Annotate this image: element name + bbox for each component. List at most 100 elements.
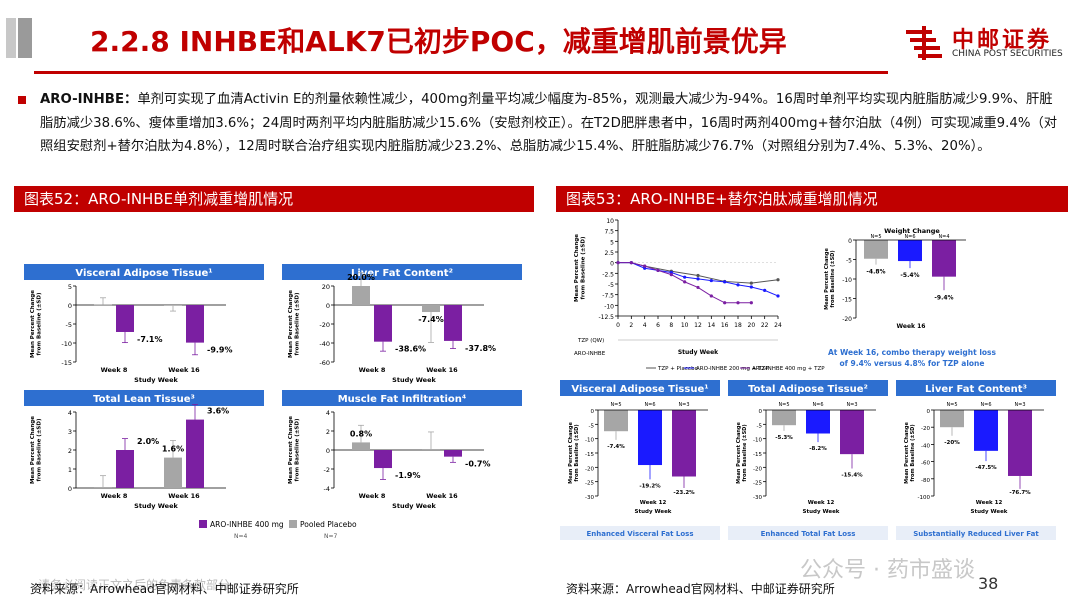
line-tick-label: 0 — [610, 261, 614, 268]
category-tick-label: Week 8 — [101, 366, 128, 374]
bar — [772, 410, 796, 426]
category-tick-label: Week 8 — [101, 492, 128, 500]
data-label: -7.1% — [137, 335, 163, 344]
x-axis-label: Study Week — [678, 349, 719, 356]
bottom-panel2-tick-label: 0 — [927, 409, 931, 415]
series-point — [749, 301, 753, 305]
y-axis-label-line: Mean Percent Change — [824, 248, 830, 310]
left-panel2-tick-label: 1 — [68, 466, 72, 474]
bottom-panel1-tick-label: -20 — [753, 466, 762, 472]
bottom-panel0-tick-label: -10 — [585, 438, 594, 444]
n-label: N=5 — [778, 402, 789, 408]
n-label: N=3 — [846, 402, 857, 408]
header-divider — [34, 71, 888, 74]
y-axis-label: Mean Percent Changefrom Baseline (±SD) — [736, 422, 748, 484]
series-point — [683, 280, 687, 284]
n-label: N=6 — [904, 234, 915, 240]
panel-title: Weight Change — [884, 227, 940, 235]
line-tick-label: 7.5 — [604, 229, 614, 236]
legend-label: TZP + Placebo — [657, 366, 699, 372]
panel-title: Liver Fat Content² — [351, 268, 453, 279]
data-label: -5.4% — [900, 272, 919, 279]
bottom-panel2-tick-label: -20 — [921, 426, 930, 432]
source-left: 资料来源：Arrowhead官网材料、中邮证券研究所 — [30, 582, 299, 596]
x-tick-label: 22 — [761, 322, 769, 329]
bottom-panel2-tick-label: -40 — [921, 443, 930, 449]
panel-title-bar — [282, 390, 522, 406]
placebo-bar — [164, 457, 182, 488]
bottom-panel2-tick-label: -60 — [921, 461, 930, 467]
legend-swatch-placebo — [289, 520, 297, 528]
figure-right: Mean Percent Changefrom Baseline (±SD)10… — [560, 218, 1056, 540]
n-label: N=6 — [812, 402, 823, 408]
data-label: -23.2% — [673, 490, 695, 496]
weight-bar — [864, 240, 888, 259]
left-panel2-tick-label: 3 — [68, 428, 72, 436]
placebo-bar — [94, 487, 112, 488]
line-tick-label: -2.5 — [602, 271, 614, 278]
y-axis-label-line: from Baseline (±SD) — [37, 292, 43, 355]
x-tick-label: 0 — [616, 322, 620, 329]
summary-lead: ARO-INHBE： — [40, 92, 138, 107]
x-tick-label: 20 — [748, 322, 756, 329]
y-axis-label: Mean Percent Changefrom Baseline (±SD) — [288, 290, 301, 358]
drug-bar — [186, 419, 204, 488]
placebo-bar — [422, 449, 440, 450]
series-point — [709, 278, 713, 283]
data-label: 0.8% — [350, 429, 372, 438]
legend-label: ARO-INHBE 200 mg + TZP — [696, 366, 769, 372]
weight-tick-label: -10 — [842, 277, 852, 284]
data-label: -19.2% — [639, 483, 661, 489]
series-point — [696, 273, 700, 278]
placebo-bar — [422, 305, 440, 313]
legend-label-placebo: Pooled Placebo — [300, 520, 357, 529]
panel-footer-bar — [896, 526, 1056, 540]
data-label: -7.4% — [607, 444, 625, 450]
y-axis-label-line: Mean Percent Change — [904, 422, 910, 484]
series-point — [616, 261, 620, 265]
y-axis-label-line: Mean Percent Change — [30, 416, 36, 484]
series-point — [683, 275, 687, 279]
drug-bar — [444, 305, 462, 341]
panel-title-bar — [896, 380, 1056, 396]
x-tick-label: 2 — [629, 322, 633, 329]
bullet-icon — [18, 96, 26, 104]
series-point — [669, 273, 673, 277]
figure-left: Visceral Adipose Tissue¹ Mean Percent Cha… — [24, 264, 522, 540]
page-number: 38 — [978, 574, 999, 593]
bar — [806, 410, 830, 434]
bottom-panel1-tick-label: -30 — [753, 495, 762, 501]
panel-footer: Substantially Reduced Liver Fat — [913, 530, 1039, 538]
series-point — [776, 278, 780, 282]
y-axis-label-line: from Baseline (±SD) — [574, 424, 580, 481]
bottom-panel0-tick-label: -30 — [585, 495, 594, 501]
data-label: 1.6% — [162, 445, 184, 454]
x-axis-label: Study Week — [635, 509, 672, 515]
series-point — [709, 294, 713, 298]
bottom-panel0-tick-label: -25 — [585, 481, 594, 487]
panel-footer: Enhanced Total Fat Loss — [761, 530, 856, 538]
bottom-panel1-tick-label: -5 — [757, 423, 763, 429]
x-axis-label: Study Week — [392, 502, 436, 510]
line-tick-label: 5 — [610, 239, 614, 246]
data-label: -7.4% — [418, 315, 444, 324]
placebo-bar — [164, 305, 182, 306]
series-point — [723, 280, 727, 284]
x-tick-label: 16 — [721, 322, 729, 329]
line-tick-label: -10 — [604, 303, 614, 310]
panel-title: Total Adipose Tissue² — [748, 384, 868, 395]
figure-caption-right: 图表53：ARO-INHBE+替尔泊肽减重增肌情况 — [556, 186, 1068, 212]
summary-body: 单剂可实现了血清Activin E的剂量依赖性减少，400mg剂量平均减少幅度为… — [40, 92, 1058, 154]
header-stripe — [18, 18, 32, 58]
data-label: -9.4% — [934, 294, 953, 301]
figure-caption-left: 图表52：ARO-INHBE单剂减重增肌情况 — [14, 186, 534, 212]
y-axis-label: Mean Percent Changefrom Baseline (±SD) — [904, 422, 916, 484]
data-label: -76.7% — [1009, 490, 1031, 496]
y-axis-label-line: Mean Percent Change — [288, 290, 294, 358]
drug-bar — [374, 305, 392, 342]
y-axis-label-line: from Baseline (±SD) — [910, 424, 916, 481]
n-label: N=4 — [938, 234, 949, 240]
bottom-panel0-tick-label: -5 — [589, 423, 595, 429]
series-point — [696, 277, 700, 281]
panel-title: Total Lean Tissue³ — [93, 394, 195, 405]
